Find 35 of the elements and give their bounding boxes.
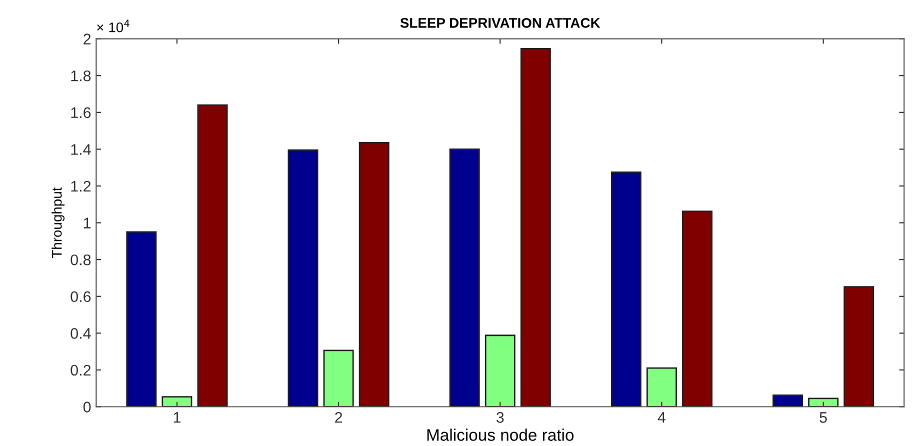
- bar: [520, 48, 551, 407]
- bar: [844, 286, 874, 407]
- x-tick-label: 3: [496, 412, 504, 423]
- y-tick-label: 1.8: [71, 70, 91, 82]
- y-tick-label: 0.4: [70, 328, 91, 339]
- y-tick-label: 0: [83, 402, 91, 412]
- y-tick-label: 1.2: [71, 180, 91, 192]
- bar: [646, 367, 677, 407]
- bar: [449, 148, 480, 407]
- bar: [484, 334, 516, 407]
- y-axis-title: Throughput: [52, 187, 65, 258]
- x-tick-label: 4: [658, 412, 666, 423]
- chart-title: SLEEP DEPRIVATION ATTACK: [400, 18, 600, 28]
- bar: [772, 394, 803, 407]
- x-tick-label: 1: [174, 412, 180, 423]
- x-axis-title: Malicious node ratio: [427, 428, 574, 441]
- text: × 10$^{4}$: [97, 20, 130, 32]
- y-tick-label: 1.4: [71, 144, 91, 155]
- bar: [288, 149, 318, 407]
- bar: [682, 210, 713, 407]
- bar: [358, 142, 390, 407]
- bar: [808, 398, 839, 407]
- x-tick-label: 2: [335, 412, 342, 423]
- y-tick-label: 0.8: [70, 254, 91, 266]
- y-tick-label: 1: [84, 218, 91, 228]
- x-tick-label: 5: [820, 412, 827, 423]
- bar: [162, 396, 192, 407]
- bar: [323, 350, 354, 407]
- y-tick-label: 1.6: [71, 107, 91, 118]
- y-tick-label: 2: [84, 34, 91, 44]
- bar: [197, 104, 228, 407]
- bar: [126, 231, 157, 407]
- y-tick-label: 0.6: [70, 291, 91, 302]
- y-tick-label: 0.2: [70, 364, 91, 376]
- bar: [610, 171, 642, 407]
